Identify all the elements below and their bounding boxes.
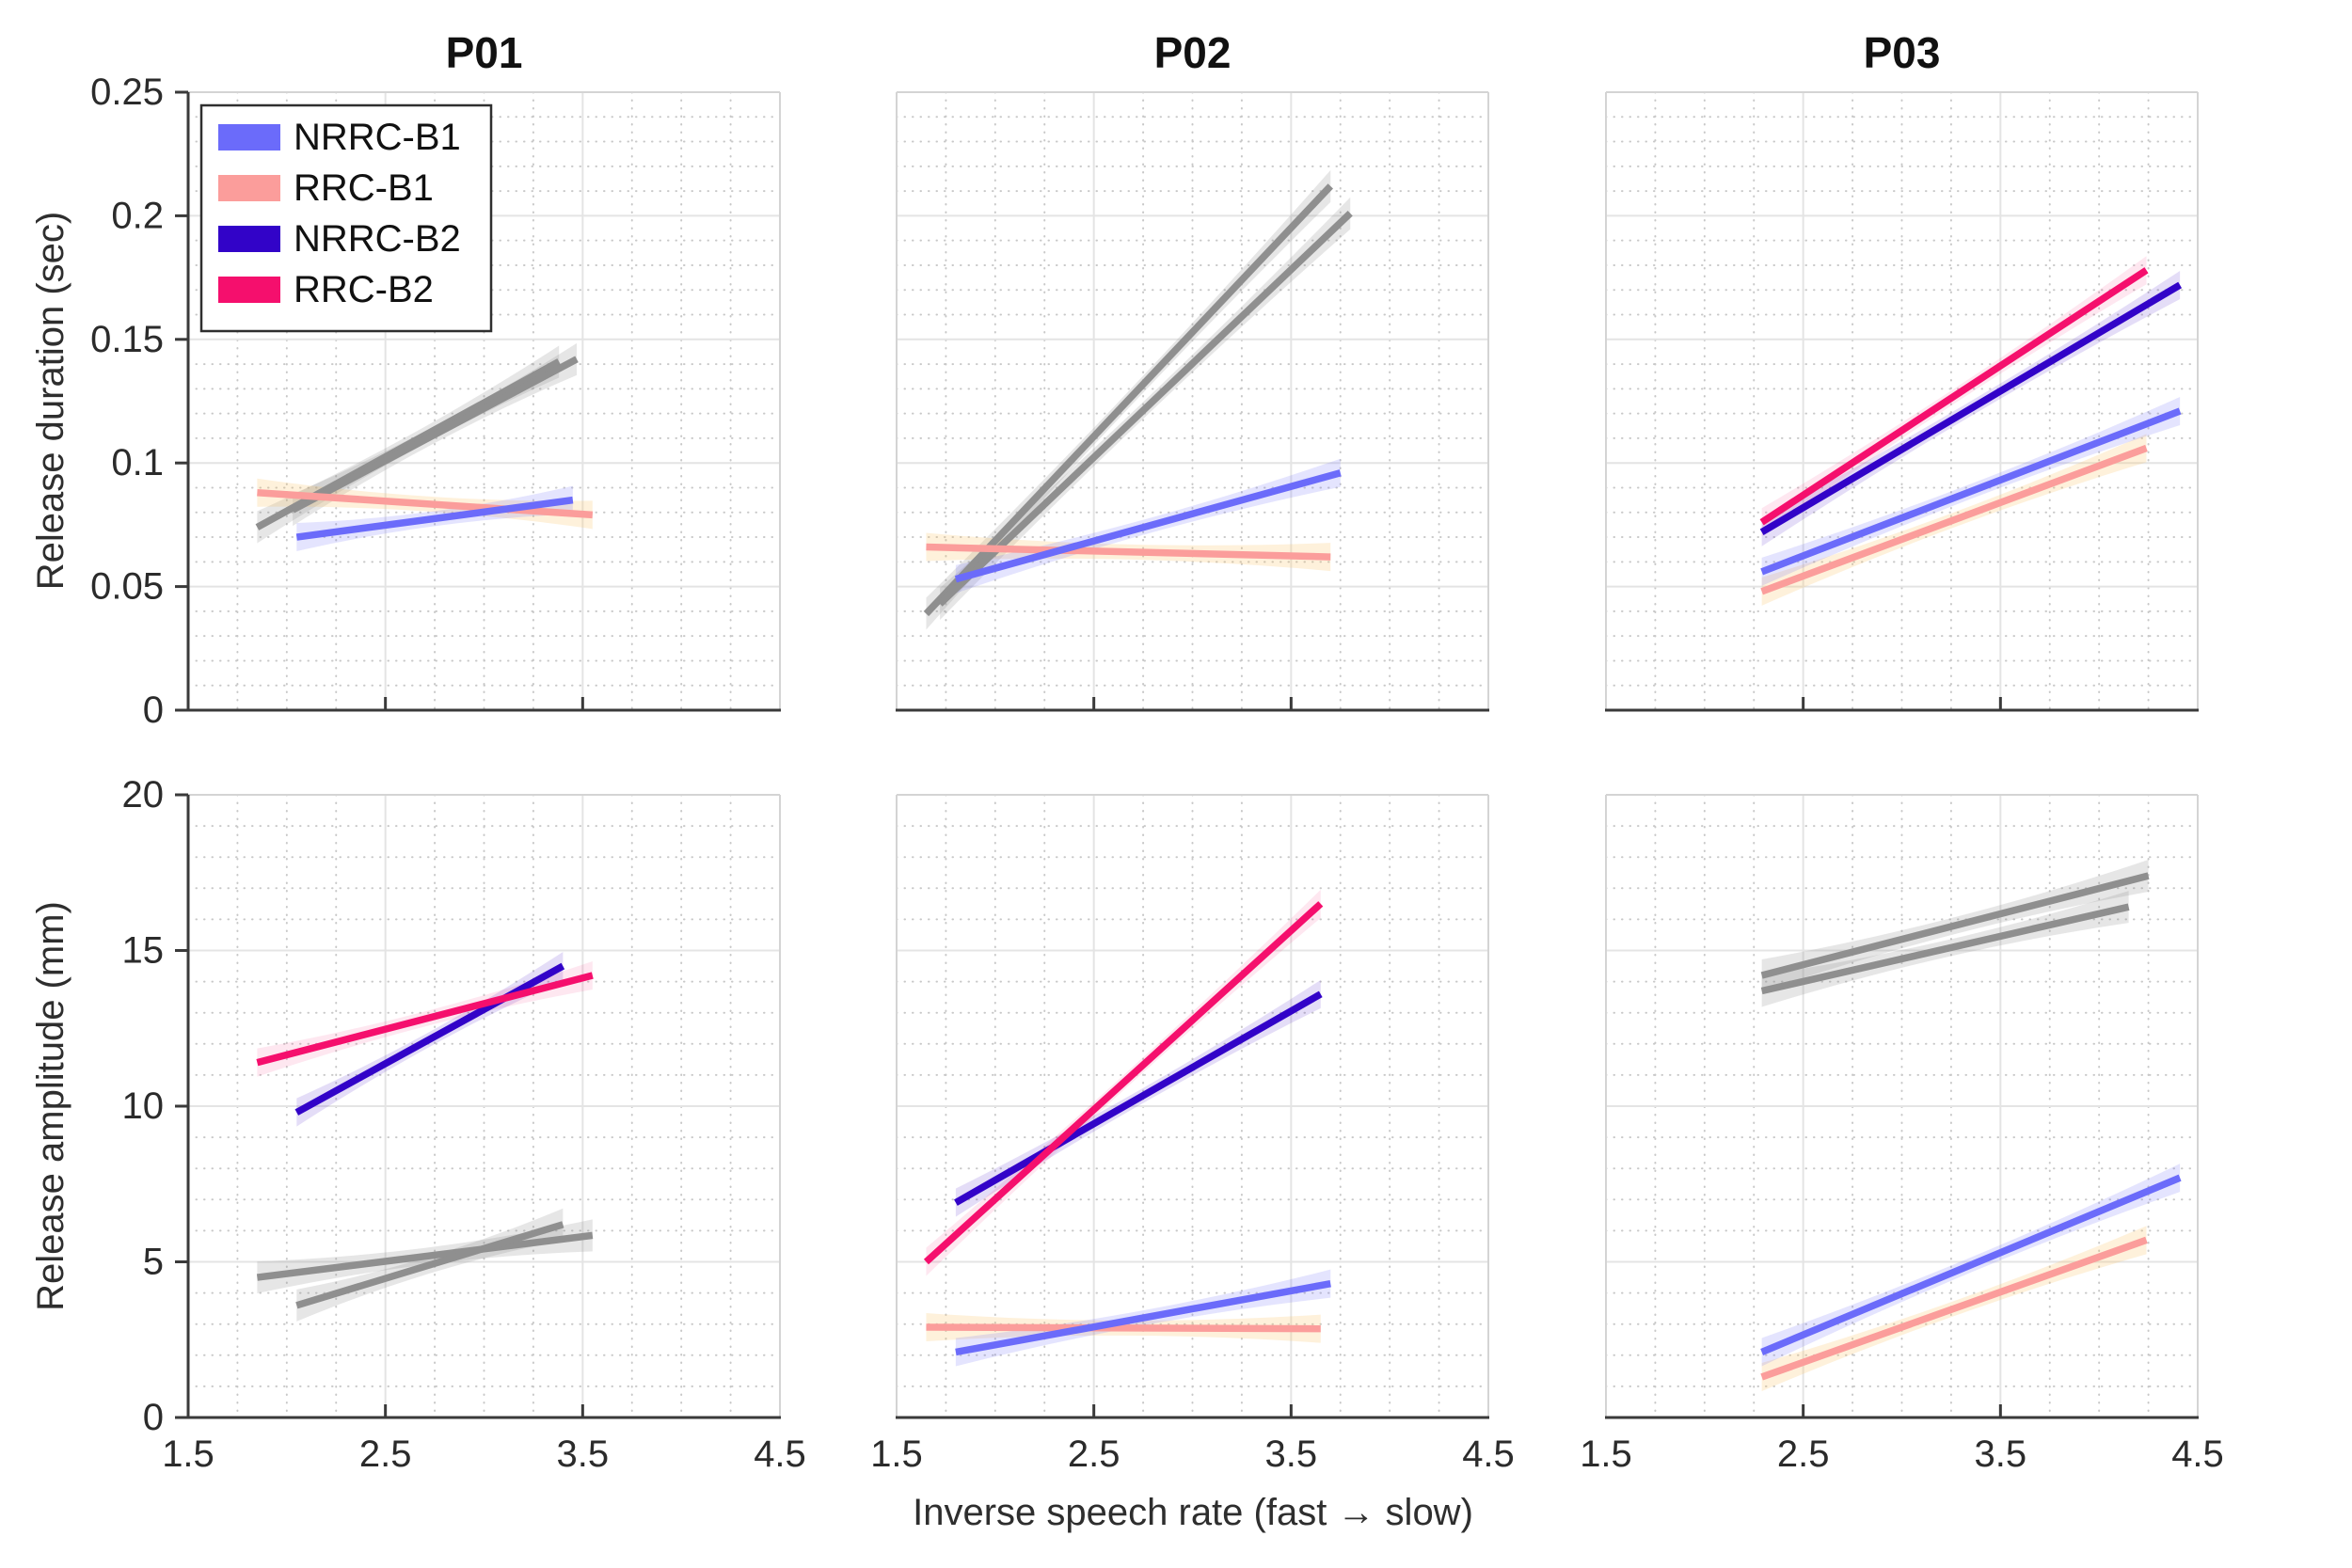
x-tick-label: 2.5 <box>359 1433 412 1475</box>
legend-swatch-rrc_b1 <box>218 175 280 201</box>
tick-marks <box>1802 1404 2002 1418</box>
legend-label: RRC-B2 <box>294 269 434 310</box>
series-line-NRRC-B1 <box>295 496 574 541</box>
major-gridlines <box>1606 92 2198 710</box>
panel-P03-duration: P03 <box>1605 28 2199 712</box>
series-line-RRC-B1 <box>1760 444 2148 595</box>
x-tick-label: 4.5 <box>754 1433 806 1475</box>
panel-P02-duration: P02 <box>896 28 1489 712</box>
y-tick-label: 0.15 <box>90 319 164 360</box>
legend-label: NRRC-B2 <box>294 218 461 260</box>
series-line-RRC-B1 <box>257 488 594 519</box>
panel-title: P02 <box>1154 28 1232 77</box>
series-line-RRC-B2 (grayed) <box>1760 903 2130 995</box>
legend-swatch-rrc_b2 <box>218 277 280 303</box>
x-tick-label: 3.5 <box>557 1433 610 1475</box>
panel-title: P01 <box>446 28 523 77</box>
x-tick-label: 2.5 <box>1777 1433 1830 1475</box>
legend-label: RRC-B1 <box>294 167 434 209</box>
tick-marks <box>1802 697 2002 710</box>
y-tick-label: 10 <box>122 1085 165 1127</box>
tick-marks <box>1092 697 1293 710</box>
series-line-NRRC-B2 (grayed) <box>1760 872 2150 979</box>
y-tick-label: 0 <box>143 689 164 731</box>
panel-P02-amplitude: 1.5 2.5 3.5 4.5 <box>870 794 1515 1475</box>
series-line-RRC-B2 <box>256 972 594 1067</box>
series-line-RRC-B1 <box>926 543 1331 561</box>
minor-gridlines <box>1605 91 2199 711</box>
panel-axes-dark <box>186 92 781 712</box>
series-line-RRC-B2 <box>923 901 1324 1265</box>
y-tick-label: 15 <box>122 930 165 972</box>
y-tick-label: 5 <box>143 1242 164 1283</box>
legend-box: NRRC-B1 RRC-B1 NRRC-B2 RRC-B2 <box>199 103 493 333</box>
tick-marks <box>175 90 584 712</box>
series-line-RRC-B1 (grayed) <box>256 1231 594 1281</box>
series-line-RRC-B2 (grayed) <box>923 183 1333 617</box>
tick-marks <box>175 793 584 1419</box>
x-tick-label: 4.5 <box>1462 1433 1515 1475</box>
panel-P01-amplitude: 0 5 10 15 20 1.5 2.5 3.5 4.5 <box>122 774 806 1475</box>
series-line-NRRC-B2 <box>294 962 565 1116</box>
panel-border-light <box>1605 91 2199 710</box>
major-gridlines <box>1606 795 2198 1418</box>
panel-border-light <box>188 794 781 1418</box>
series-line-NRRC-B1 (grayed) <box>295 1221 564 1309</box>
y-tick-label: 0 <box>143 1397 164 1438</box>
series-line-RRC-B1 <box>1760 1236 2148 1381</box>
panel-border-light <box>896 794 1489 1418</box>
panel-P03-amplitude: 1.5 2.5 3.5 4.5 <box>1580 794 2224 1475</box>
series-line-NRRC-B2 <box>1759 281 2183 536</box>
series-line-NRRC-B1 <box>955 1279 1331 1356</box>
x-tick-label: 1.5 <box>162 1433 215 1475</box>
major-gridlines <box>188 795 780 1418</box>
series-line-NRRC-B1 <box>954 469 1342 583</box>
series-line-RRC-B1 <box>926 1323 1321 1333</box>
panel-P01-duration: 00.050.10.150.20.25P01NRRC-B1RRC-B1NRRC-… <box>90 28 781 731</box>
panel-border-light <box>188 91 781 710</box>
series-line-NRRC-B2 (grayed) <box>937 211 1353 607</box>
legend-swatch-nrrc_b2 <box>218 226 280 252</box>
x-tick-label: 2.5 <box>1068 1433 1120 1475</box>
y-tick-label: 0.05 <box>90 566 164 608</box>
tick-marks <box>1092 1404 1293 1418</box>
legend-swatch-nrrc_b1 <box>218 124 280 150</box>
panel-border-light <box>896 91 1489 710</box>
series-line-NRRC-B2 (grayed) <box>291 356 579 514</box>
x-tick-label: 4.5 <box>2171 1433 2224 1475</box>
x-tick-label: 1.5 <box>1580 1433 1632 1475</box>
major-gridlines <box>897 92 1488 710</box>
series-line-NRRC-B1 <box>1760 407 2182 576</box>
panel-title: P03 <box>1864 28 1941 77</box>
y-tick-label: 0.1 <box>111 442 164 483</box>
x-axis-label: Inverse speech rate (fast → slow) <box>913 1492 1473 1533</box>
y-tick-label: 0.25 <box>90 71 164 113</box>
x-tick-label: 3.5 <box>1975 1433 2027 1475</box>
series-line-NRRC-B2 <box>954 990 1323 1206</box>
y-tick-label: 0.2 <box>111 195 164 236</box>
minor-gridlines <box>896 91 1489 711</box>
legend-label: NRRC-B1 <box>294 117 461 158</box>
panel-border-light <box>1605 794 2199 1418</box>
x-tick-label: 3.5 <box>1265 1433 1318 1475</box>
series-line-RRC-B2 <box>1759 267 2149 526</box>
y-tick-label: 20 <box>122 774 165 816</box>
x-tick-label: 1.5 <box>870 1433 923 1475</box>
series-line-NRRC-B1 <box>1760 1174 2182 1355</box>
